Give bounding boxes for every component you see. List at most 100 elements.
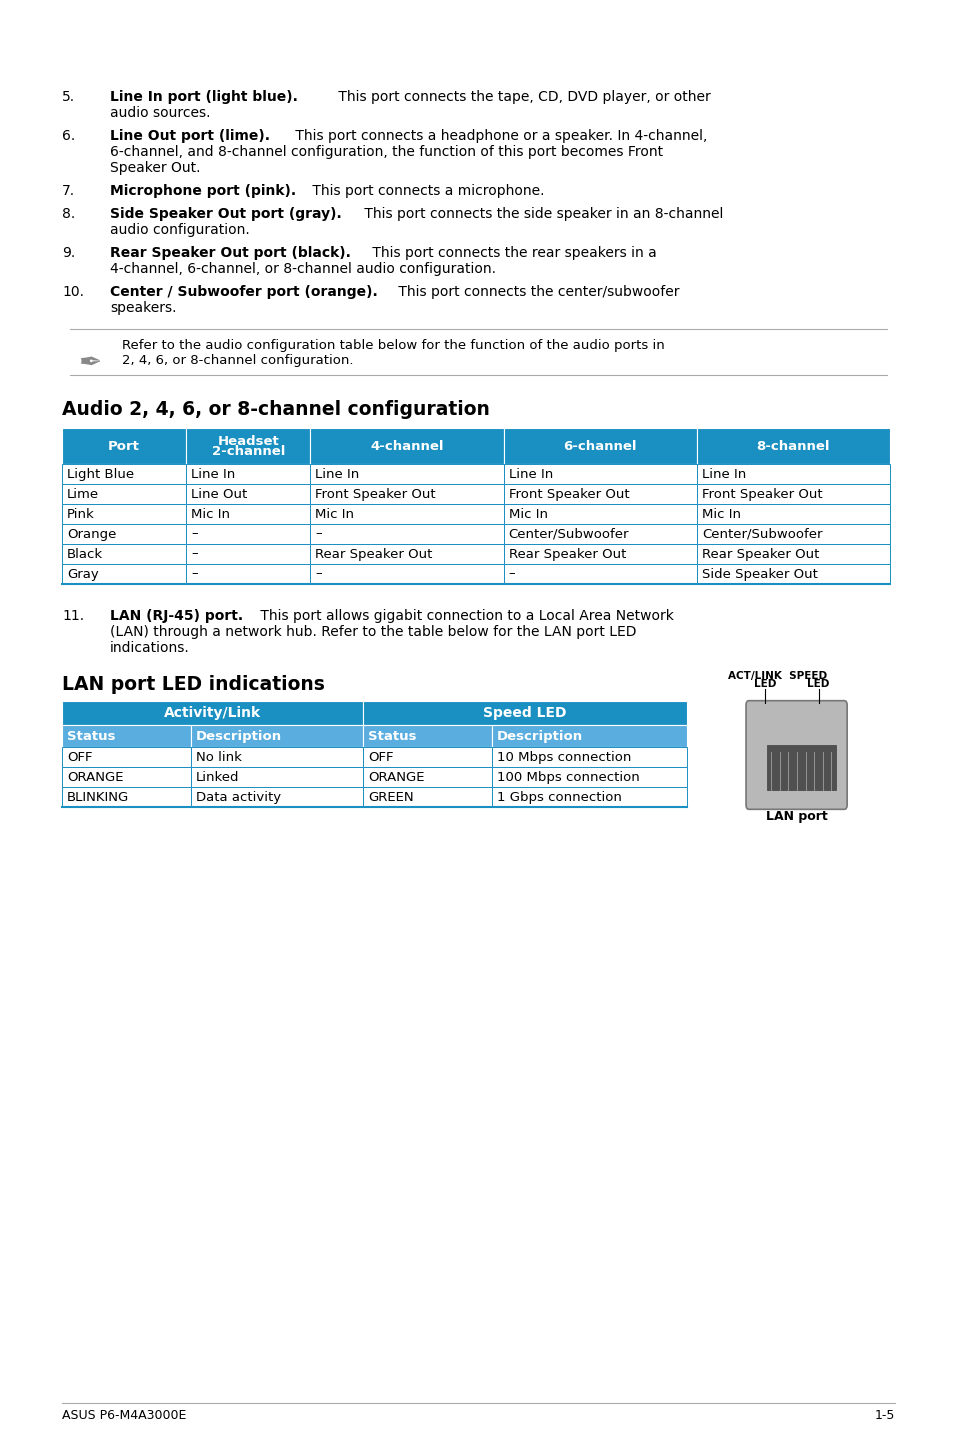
Text: 4-channel: 4-channel [370,440,443,453]
Text: –: – [315,528,322,541]
Text: 10.: 10. [62,285,84,299]
Bar [503,464,696,485]
Text: speakers.: speakers. [110,301,176,315]
Text: Linked: Linked [195,771,239,784]
Bar [696,485,889,503]
Bar [310,564,503,584]
Bar [766,745,835,789]
Bar [62,787,191,807]
Bar [310,523,503,544]
Bar [310,503,503,523]
Bar [503,523,696,544]
Text: 7.: 7. [62,184,75,198]
Text: Refer to the audio configuration table below for the function of the audio ports: Refer to the audio configuration table b… [122,339,664,352]
Bar [363,766,492,787]
Text: 1-5: 1-5 [874,1409,894,1422]
Text: ASUS P6-M4A3000E: ASUS P6-M4A3000E [62,1409,186,1422]
Text: This port connects the tape, CD, DVD player, or other: This port connects the tape, CD, DVD pla… [334,91,710,104]
Bar [363,725,492,746]
Text: ORANGE: ORANGE [368,771,424,784]
Text: This port connects the rear speakers in a: This port connects the rear speakers in … [368,246,657,260]
Text: 8-channel: 8-channel [756,440,829,453]
Text: 2-channel: 2-channel [212,444,285,457]
Text: This port connects a microphone.: This port connects a microphone. [308,184,544,198]
Text: Rear Speaker Out: Rear Speaker Out [508,548,625,561]
Bar [696,503,889,523]
Bar [696,429,889,464]
Bar [186,564,310,584]
Text: LAN port: LAN port [765,810,826,823]
Text: 6.: 6. [62,129,75,142]
Bar [62,746,191,766]
Text: Rear Speaker Out port (black).: Rear Speaker Out port (black). [110,246,351,260]
Text: Status: Status [368,729,416,742]
Text: Line In port (light blue).: Line In port (light blue). [110,91,297,104]
Text: (LAN) through a network hub. Refer to the table below for the LAN port LED: (LAN) through a network hub. Refer to th… [110,626,636,638]
Text: Data activity: Data activity [195,791,280,804]
Text: Rear Speaker Out: Rear Speaker Out [315,548,433,561]
Text: Mic In: Mic In [191,508,230,521]
Bar [503,429,696,464]
Text: Mic In: Mic In [701,508,740,521]
Text: Line In: Line In [508,467,553,480]
Text: Lime: Lime [67,487,99,500]
Bar [186,429,310,464]
Text: 10 Mbps connection: 10 Mbps connection [497,751,631,764]
Text: LAN port LED indications: LAN port LED indications [62,674,325,695]
Text: OFF: OFF [67,751,92,764]
Bar [310,485,503,503]
Text: GREEN: GREEN [368,791,414,804]
Text: Description: Description [497,729,582,742]
Bar [62,485,186,503]
Bar [186,503,310,523]
Bar [503,544,696,564]
Bar [191,746,363,766]
Text: Speaker Out.: Speaker Out. [110,161,200,175]
Text: Status: Status [67,729,115,742]
Text: Line Out port (lime).: Line Out port (lime). [110,129,270,142]
Bar [492,766,686,787]
Text: Microphone port (pink).: Microphone port (pink). [110,184,295,198]
Text: 11.: 11. [62,610,84,623]
Text: Port: Port [108,440,140,453]
Bar [186,485,310,503]
Text: Line In: Line In [191,467,235,480]
Text: 4-channel, 6-channel, or 8-channel audio configuration.: 4-channel, 6-channel, or 8-channel audio… [110,262,496,276]
Text: –: – [508,568,515,581]
Bar [696,523,889,544]
Bar [492,787,686,807]
Bar [62,700,363,725]
Text: Center/Subwoofer: Center/Subwoofer [508,528,628,541]
Text: Line In: Line In [315,467,359,480]
Text: Front Speaker Out: Front Speaker Out [315,487,436,500]
Text: 2, 4, 6, or 8-channel configuration.: 2, 4, 6, or 8-channel configuration. [122,354,354,367]
Text: Description: Description [195,729,281,742]
Bar [62,766,191,787]
Text: OFF: OFF [368,751,394,764]
Text: Pink: Pink [67,508,94,521]
Text: No link: No link [195,751,241,764]
Text: 6-channel: 6-channel [563,440,637,453]
Text: –: – [315,568,322,581]
Text: –: – [191,528,197,541]
Text: 100 Mbps connection: 100 Mbps connection [497,771,639,784]
Bar [191,766,363,787]
Text: Mic In: Mic In [315,508,354,521]
Text: Line In: Line In [701,467,745,480]
Text: This port connects the side speaker in an 8-channel: This port connects the side speaker in a… [359,207,722,221]
Text: Headset: Headset [217,434,279,447]
FancyBboxPatch shape [745,700,846,810]
Text: LED: LED [806,679,829,689]
Text: Line Out: Line Out [191,487,247,500]
Text: Orange: Orange [67,528,116,541]
Text: Front Speaker Out: Front Speaker Out [508,487,629,500]
Bar [696,544,889,564]
Text: 6-channel, and 8-channel configuration, the function of this port becomes Front: 6-channel, and 8-channel configuration, … [110,145,662,160]
Bar [310,544,503,564]
Text: Center/Subwoofer: Center/Subwoofer [701,528,821,541]
Text: 1 Gbps connection: 1 Gbps connection [497,791,621,804]
Bar [310,464,503,485]
Bar [310,429,503,464]
Bar [492,725,686,746]
Text: audio configuration.: audio configuration. [110,223,250,237]
